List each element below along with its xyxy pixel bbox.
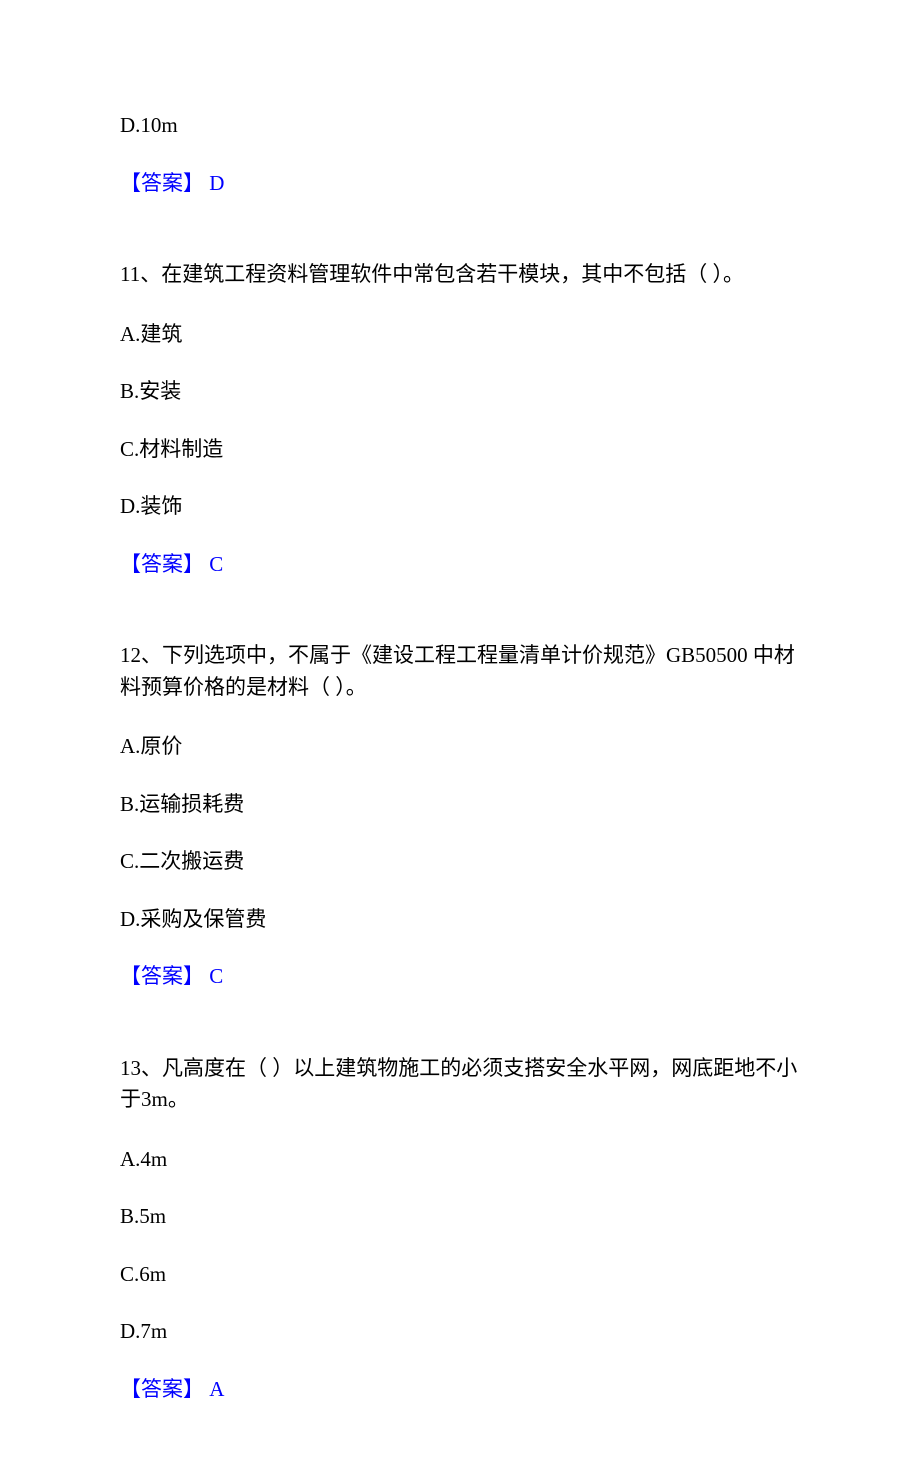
q10-option-d: D.10m bbox=[120, 110, 800, 142]
q11-answer: 【答案】 C bbox=[120, 549, 800, 581]
q12-answer: 【答案】 C bbox=[120, 961, 800, 993]
q13-option-b: B.5m bbox=[120, 1201, 800, 1233]
q12-option-c: C.二次搬运费 bbox=[120, 846, 800, 878]
q12-stem: 12、下列选项中，不属于《建设工程工程量清单计价规范》GB50500 中材料预算… bbox=[120, 640, 800, 703]
q11-option-b: B.安装 bbox=[120, 376, 800, 408]
q13-option-a: A.4m bbox=[120, 1144, 800, 1176]
q11-option-c: C.材料制造 bbox=[120, 434, 800, 466]
q13-option-d: D.7m bbox=[120, 1316, 800, 1348]
q11-option-a: A.建筑 bbox=[120, 319, 800, 351]
q12-option-b: B.运输损耗费 bbox=[120, 789, 800, 821]
q13-stem: 13、凡高度在（ ）以上建筑物施工的必须支搭安全水平网，网底距地不小于3m。 bbox=[120, 1053, 800, 1116]
q10-answer: 【答案】 D bbox=[120, 168, 800, 200]
q12-option-d: D.采购及保管费 bbox=[120, 904, 800, 936]
q11-option-d: D.装饰 bbox=[120, 491, 800, 523]
q12-option-a: A.原价 bbox=[120, 731, 800, 763]
q11-stem: 11、在建筑工程资料管理软件中常包含若干模块，其中不包括（ ）。 bbox=[120, 259, 800, 291]
q13-option-c: C.6m bbox=[120, 1259, 800, 1291]
q13-answer: 【答案】 A bbox=[120, 1374, 800, 1406]
